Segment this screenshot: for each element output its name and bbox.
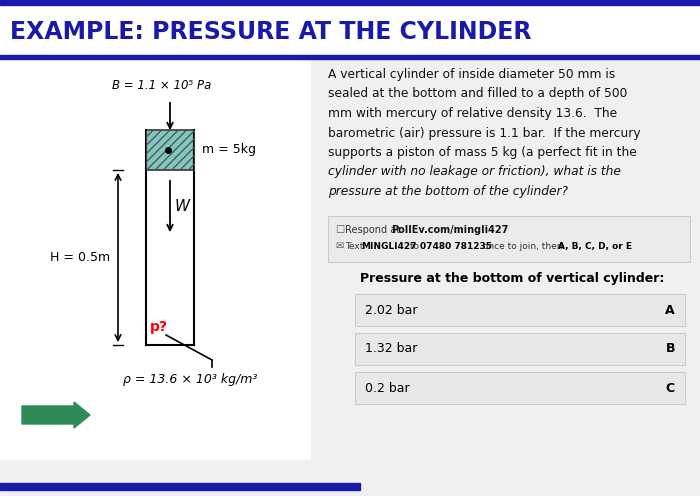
Bar <box>0 483 360 490</box>
Text: A: A <box>666 304 675 316</box>
Bar <box>355 294 685 326</box>
Text: C: C <box>666 381 675 394</box>
Text: sealed at the bottom and filled to a depth of 500: sealed at the bottom and filled to a dep… <box>328 87 627 101</box>
Text: B: B <box>666 343 675 356</box>
Text: 0.2 bar: 0.2 bar <box>365 381 409 394</box>
Bar <box>0 5 700 55</box>
Bar <box>146 130 194 170</box>
Text: Pressure at the bottom of vertical cylinder:: Pressure at the bottom of vertical cylin… <box>360 272 664 285</box>
FancyArrow shape <box>22 402 90 428</box>
Text: ρ = 13.6 × 10³ kg/m³: ρ = 13.6 × 10³ kg/m³ <box>122 373 257 386</box>
Bar <box>355 372 685 404</box>
Text: ✉: ✉ <box>335 241 343 251</box>
Text: B = 1.1 × 10⁵ Pa: B = 1.1 × 10⁵ Pa <box>112 79 211 92</box>
Text: W: W <box>175 199 190 214</box>
Text: □: □ <box>335 224 344 234</box>
Text: barometric (air) pressure is 1.1 bar.  If the mercury: barometric (air) pressure is 1.1 bar. If… <box>328 126 640 139</box>
Bar <box>0 59 310 459</box>
Text: to: to <box>407 242 422 251</box>
Text: 1.32 bar: 1.32 bar <box>365 343 417 356</box>
Text: Text: Text <box>345 242 366 251</box>
Text: mm with mercury of relative density 13.6.  The: mm with mercury of relative density 13.6… <box>328 107 617 120</box>
Text: A, B, C, D, or E: A, B, C, D, or E <box>558 242 632 251</box>
Text: Respond at: Respond at <box>345 225 403 235</box>
Bar <box>0 55 700 59</box>
Text: H = 0.5m: H = 0.5m <box>50 251 110 264</box>
Bar <box>0 0 700 5</box>
Text: 07480 781235: 07480 781235 <box>420 242 492 251</box>
Text: cylinder with no leakage or friction), what is the: cylinder with no leakage or friction), w… <box>328 166 621 179</box>
Bar <box>355 333 685 365</box>
Text: PollEv.com/mingli427: PollEv.com/mingli427 <box>391 225 508 235</box>
Text: supports a piston of mass 5 kg (a perfect fit in the: supports a piston of mass 5 kg (a perfec… <box>328 146 637 159</box>
Text: m = 5kg: m = 5kg <box>202 143 256 157</box>
Bar <box>146 130 194 170</box>
Text: pressure at the bottom of the cylinder?: pressure at the bottom of the cylinder? <box>328 185 568 198</box>
Text: A vertical cylinder of inside diameter 50 mm is: A vertical cylinder of inside diameter 5… <box>328 68 615 81</box>
Text: once to join, then: once to join, then <box>480 242 566 251</box>
Text: EXAMPLE: PRESSURE AT THE CYLINDER: EXAMPLE: PRESSURE AT THE CYLINDER <box>10 20 531 44</box>
Bar <box>328 216 690 262</box>
Text: MINGLI427: MINGLI427 <box>361 242 416 251</box>
Text: p?: p? <box>150 320 168 334</box>
Bar <box>0 59 700 496</box>
Text: 2.02 bar: 2.02 bar <box>365 304 417 316</box>
